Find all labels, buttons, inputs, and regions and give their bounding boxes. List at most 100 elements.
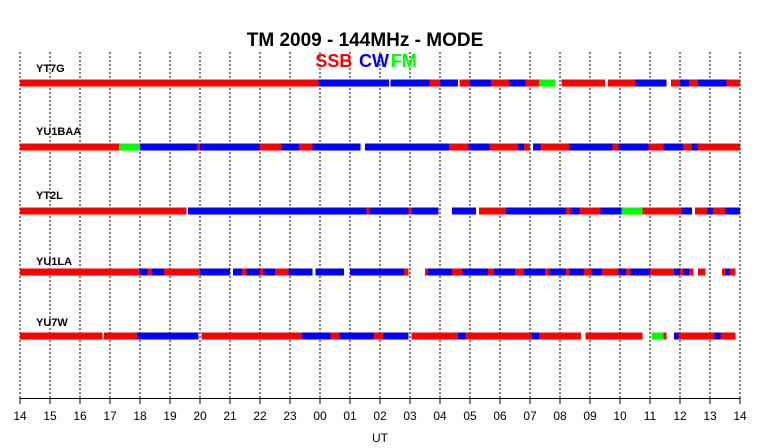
segment-cw	[246, 268, 260, 276]
grid-lines	[19, 52, 741, 398]
x-tick-label: 00	[313, 409, 327, 423]
segment-cw	[725, 207, 740, 215]
x-tick-label: 20	[193, 409, 207, 423]
station-label-yt2l: YT2L	[36, 190, 63, 202]
segment-ssb	[429, 79, 440, 87]
segment-cw	[570, 207, 580, 215]
segment-ssb	[104, 332, 137, 340]
segment-cw	[600, 207, 622, 215]
legend-item-cw: CW	[359, 51, 389, 71]
x-tick-label: 19	[163, 409, 177, 423]
segment-cw	[680, 79, 689, 87]
segment-cw	[569, 143, 613, 151]
segment-ssb	[479, 207, 506, 215]
segment-cw	[428, 268, 452, 276]
segment-cw	[263, 268, 275, 276]
segment-cw	[524, 268, 545, 276]
segment-cw	[569, 268, 584, 276]
segment-ssb	[20, 332, 103, 340]
segment-ssb	[545, 268, 550, 276]
segment-cw	[390, 79, 430, 87]
segment-cw	[549, 268, 566, 276]
segment-ssb	[491, 79, 509, 87]
segment-ssb	[539, 332, 581, 340]
legend-item-ssb: SSB	[315, 51, 352, 71]
segment-cw	[315, 268, 344, 276]
segment-ssb	[648, 143, 664, 151]
segment-cw	[440, 79, 458, 87]
segment-ssb	[330, 332, 340, 340]
segment-cw	[663, 143, 683, 151]
x-tick-label: 22	[253, 409, 267, 423]
segment-cw	[200, 143, 260, 151]
segment-fm	[621, 207, 643, 215]
segment-cw	[188, 207, 367, 215]
segment-cw	[630, 268, 650, 276]
x-tick-label: 06	[493, 409, 507, 423]
x-tick-label: 15	[43, 409, 57, 423]
segment-cw	[681, 207, 692, 215]
segment-ssb	[260, 268, 263, 276]
segment-ssb	[452, 268, 463, 276]
station-bars: YT7G YU1BAA YT2L YU1LA YU7W	[20, 63, 740, 340]
segment-cw	[683, 268, 689, 276]
segment-ssb	[489, 143, 518, 151]
segment-cw	[339, 332, 374, 340]
segment-ssb	[612, 143, 619, 151]
segment-cw	[288, 268, 313, 276]
segment-ssb	[20, 207, 187, 215]
segment-ssb	[524, 143, 530, 151]
segment-cw	[462, 268, 488, 276]
x-tick-label: 14	[733, 409, 747, 423]
segment-ssb	[488, 268, 494, 276]
segment-cw	[200, 268, 230, 276]
segment-ssb	[722, 268, 725, 276]
segment-cw	[494, 268, 515, 276]
segment-cw	[312, 143, 361, 151]
x-tick-label: 16	[73, 409, 87, 423]
x-tick-label: 03	[403, 409, 417, 423]
segment-cw	[714, 332, 721, 340]
segment-ssb	[626, 268, 631, 276]
segment-ssb	[579, 207, 601, 215]
segment-cw	[506, 207, 566, 215]
x-tick-label: 04	[433, 409, 447, 423]
segment-ssb	[260, 143, 281, 151]
x-tick-label: 10	[613, 409, 627, 423]
segment-ssb	[561, 79, 605, 87]
segment-ssb	[20, 268, 140, 276]
segment-cw	[618, 268, 626, 276]
segment-cw	[674, 268, 680, 276]
station-label-yu7w: YU7W	[36, 317, 68, 329]
legend: SSB CW FM	[315, 51, 416, 71]
segment-ssb	[713, 207, 725, 215]
segment-ssb	[20, 143, 119, 151]
segment-cw	[369, 207, 409, 215]
x-tick-label: 05	[463, 409, 477, 423]
segment-ssb	[689, 268, 694, 276]
x-tick-label: 14	[13, 409, 27, 423]
segment-ssb	[698, 268, 706, 276]
segment-ssb	[164, 268, 200, 276]
segment-ssb	[459, 79, 470, 87]
segment-ssb	[566, 268, 569, 276]
station-label-yt7g: YT7G	[36, 63, 65, 75]
segment-cw	[635, 79, 667, 87]
segment-ssb	[20, 79, 319, 87]
segment-ssb	[683, 143, 692, 151]
segment-ssb	[680, 268, 683, 276]
segment-cw	[452, 207, 476, 215]
x-tick-label: 18	[133, 409, 147, 423]
segment-ssb	[197, 143, 200, 151]
segment-ssb	[663, 332, 667, 340]
x-tick-label: 21	[223, 409, 237, 423]
segment-cw	[618, 143, 649, 151]
x-tick-label: 07	[523, 409, 537, 423]
segment-ssb	[720, 332, 736, 340]
segment-cw	[383, 332, 409, 340]
x-tick-label: 01	[343, 409, 357, 423]
segment-cw	[674, 332, 679, 340]
station-label-yu1baa: YU1BAA	[36, 126, 81, 138]
segment-cw	[411, 207, 439, 215]
